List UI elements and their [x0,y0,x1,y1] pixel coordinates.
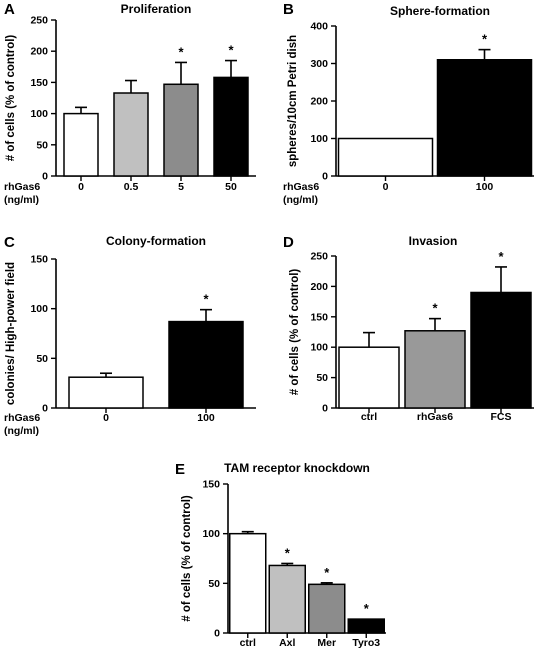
panel-e-y-tick-label: 0 [214,628,220,640]
panel-c-bar [68,376,144,409]
panel-e-significance-star: * [285,545,291,560]
panel-b-significance-star: * [482,32,488,47]
panel-b-y-tick-label: 300 [310,58,328,70]
panel-a-y-tick-label: 100 [30,108,48,120]
panel-a-x-tick-label: 0.5 [124,181,139,193]
panel-b-letter: B [283,1,294,18]
panel-e-x-tick-label: Tyro3 [352,637,380,649]
panel-a-significance-star: * [178,44,184,59]
panel-e-x-tick-label: ctrl [240,637,256,649]
panel-d-title: Invasion [409,234,458,248]
panel-a-y-tick-label: 150 [30,77,48,89]
panel-d-y-tick-label: 0 [322,403,328,415]
panel-e-bar [229,532,267,634]
panel-b-y-tick-label: 0 [322,171,328,183]
panel-b-title: Sphere-formation [390,4,490,18]
panel-c-bar [168,320,244,409]
panel-e-x-tick-label: Mer [317,637,336,649]
panel-d-y-tick-label: 50 [316,372,328,384]
panel-e-significance-star: * [364,601,370,616]
panel-e-y-tick-label: 150 [202,479,220,491]
panel-a-letter: A [4,1,15,18]
panel-c-x-tick-label: 0 [103,412,109,424]
panel-d-significance-star: * [432,301,438,316]
panel-b-category-row-label: rhGas6 [283,181,319,193]
panel-c-y-tick-label: 100 [30,303,48,315]
panel-a-y-tick-label: 200 [30,46,48,58]
panel-c-y-tick-label: 0 [42,403,48,415]
panel-a-x-tick-label: 0 [78,181,84,193]
panel-e-title: TAM receptor knockdown [224,461,370,475]
panel-a-bar [63,112,99,177]
panel-b-y-tick-label: 100 [310,133,328,145]
panel-d-x-tick-label: FCS [491,411,512,423]
panel-c-y-tick-label: 150 [30,254,48,266]
panel-c-letter: C [4,234,15,251]
panel-d-y-tick-label: 100 [310,342,328,354]
panel-a-x-tick-label: 5 [178,181,184,193]
panel-d-x-tick-label: ctrl [361,411,377,423]
panel-a-x-tick-label: 50 [225,181,237,193]
panel-b-y-tick-label: 200 [310,96,328,108]
panel-e-letter: E [175,461,185,478]
panel-d-significance-star: * [498,249,504,264]
panel-e-y-axis-label: # of cells (% of control) [181,495,193,622]
panel-c-y-tick-label: 50 [36,353,48,365]
panel-d-x-tick-label: rhGas6 [417,411,453,423]
panel-c-category-row-label: (ng/ml) [4,425,39,437]
panel-a-y-tick-label: 250 [30,15,48,27]
panel-e-bar [308,583,346,634]
panel-a-title: Proliferation [121,2,192,16]
panel-d-y-tick-label: 250 [310,251,328,263]
panel-b-y-axis-label: spheres/10cm Petri dish [287,35,299,167]
panel-d-bar [470,291,532,409]
panel-a-significance-star: * [228,43,234,58]
panel-c-y-axis-label: colonies/ High-power field [5,262,17,405]
panel-e-y-tick-label: 100 [202,528,220,540]
panel-b-x-tick-label: 0 [383,181,389,193]
panel-e-bar [347,618,385,634]
panel-d-y-axis-label: # of cells (% of control) [289,269,301,396]
panel-e-y-tick-label: 50 [208,578,220,590]
panel-c-significance-star: * [203,292,209,307]
panel-d-y-tick-label: 200 [310,281,328,293]
panel-a-bar [113,92,149,177]
panel-a-category-row-label: rhGas6 [4,181,40,193]
panel-b-x-tick-label: 100 [476,181,494,193]
panel-a-bar [163,83,199,177]
panel-a-category-row-label: (ng/ml) [4,194,39,206]
panel-c-category-row-label: rhGas6 [4,412,40,424]
panel-e-significance-star: * [324,565,330,580]
panel-a-y-tick-label: 0 [42,171,48,183]
panel-d-bar [338,346,400,409]
panel-a-y-axis-label: # of cells (% of control) [5,35,17,162]
panel-e-x-tick-label: Axl [279,637,295,649]
panel-b-bar [337,137,434,177]
panel-e-bar [268,564,306,634]
panel-a-y-tick-label: 50 [36,139,48,151]
panel-d-bar [404,330,466,409]
panel-b-category-row-label: (ng/ml) [283,194,318,206]
panel-d-y-tick-label: 150 [310,311,328,323]
panel-c-x-tick-label: 100 [197,412,215,424]
panel-b-bar [436,59,533,177]
panel-d-letter: D [283,234,294,251]
panel-b-y-tick-label: 400 [310,21,328,33]
panel-c-title: Colony-formation [106,234,206,248]
panel-a-bar [213,76,249,177]
